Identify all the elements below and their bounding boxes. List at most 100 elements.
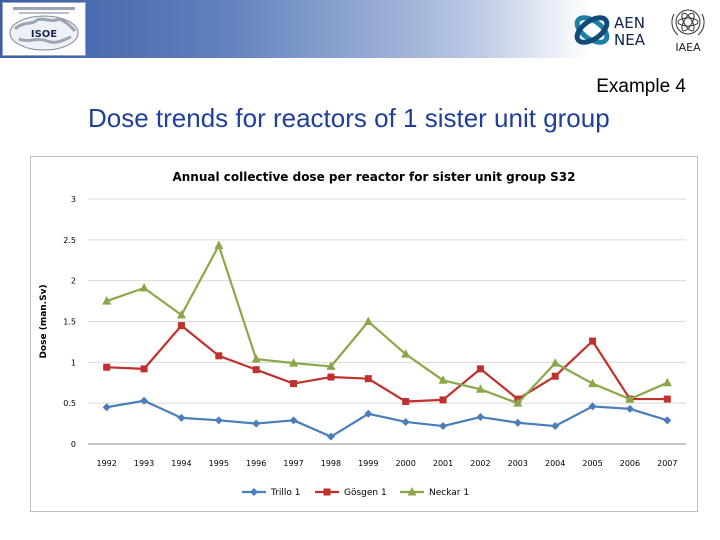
data-point (588, 378, 598, 388)
y-tick-label: 1.5 (63, 318, 76, 327)
data-point (177, 413, 186, 422)
nea-logo-line1: AEN (614, 14, 645, 32)
x-tick-label: 1998 (321, 459, 341, 468)
x-tick-label: 1996 (246, 459, 266, 468)
data-point (663, 395, 671, 403)
series-g-sgen-1 (103, 322, 671, 406)
legend-label: Trillo 1 (270, 488, 300, 498)
slide-subtitle: Example 4 (596, 76, 686, 97)
y-tick-label: 2 (71, 277, 76, 286)
header-band (0, 0, 720, 58)
chart-frame (30, 156, 698, 512)
y-tick-label: 0.5 (63, 399, 76, 408)
data-point (402, 398, 410, 406)
y-tick-label: 0 (71, 440, 76, 449)
series-neckar-1 (102, 240, 672, 407)
data-point (290, 380, 298, 388)
nea-logo: AEN NEA (572, 8, 656, 52)
series-line (106, 244, 668, 405)
data-point (103, 363, 111, 371)
data-point (323, 488, 331, 496)
data-point (476, 365, 484, 373)
x-tick-label: 2000 (396, 459, 416, 468)
data-point (475, 384, 485, 393)
x-tick-label: 1994 (171, 459, 191, 468)
y-tick-label: 1 (71, 358, 76, 367)
data-point (513, 398, 523, 407)
legend-entry: Gösgen 1 (315, 488, 387, 498)
x-tick-label: 1997 (283, 459, 303, 468)
data-point (551, 422, 560, 431)
data-point (177, 322, 185, 330)
data-point (327, 373, 335, 381)
data-point (439, 396, 447, 404)
data-point (215, 352, 223, 360)
data-point (326, 432, 335, 441)
x-tick-label: 2006 (620, 459, 640, 468)
data-point (289, 358, 299, 367)
nea-logo-line2: NEA (614, 31, 646, 49)
series-line (106, 399, 668, 438)
data-point (663, 416, 672, 425)
y-tick-label: 2.5 (63, 236, 76, 245)
iaea-emblem-icon (671, 9, 705, 36)
x-tick-label: 1992 (97, 459, 117, 468)
data-point (364, 375, 372, 383)
chart-title: Annual collective dose per reactor for s… (172, 170, 575, 184)
data-point (140, 365, 148, 373)
data-point (251, 354, 261, 363)
x-tick-label: 2005 (582, 459, 602, 468)
data-point (407, 487, 417, 496)
data-point (625, 394, 635, 403)
data-point (102, 403, 111, 412)
data-point (662, 377, 672, 387)
x-tick-label: 1999 (358, 459, 378, 468)
data-point (513, 418, 522, 427)
isoe-logo-text: ISOE (31, 29, 57, 40)
data-point (214, 240, 224, 250)
nea-emblem-icon (574, 15, 610, 45)
isoe-logo: ISOE (2, 2, 86, 56)
x-tick-label: 1993 (134, 459, 154, 468)
data-point (401, 417, 410, 426)
slide-title: Dose trends for reactors of 1 sister uni… (88, 103, 610, 133)
y-tick-label: 3 (71, 195, 76, 204)
legend-entry: Trillo 1 (242, 488, 300, 498)
data-point (551, 372, 559, 380)
data-point (625, 404, 634, 413)
data-point (326, 361, 336, 370)
data-point (363, 316, 373, 325)
x-tick-label: 2007 (657, 459, 677, 468)
data-point (588, 402, 597, 411)
isoe-globe-icon: ISOE (9, 7, 79, 51)
legend-entry: Neckar 1 (400, 487, 469, 498)
data-point (364, 409, 373, 418)
data-point (438, 375, 448, 384)
data-point (476, 413, 485, 422)
legend-label: Gösgen 1 (344, 488, 387, 498)
series-line (106, 324, 668, 403)
data-point (252, 366, 260, 374)
data-point (289, 416, 298, 425)
data-point (139, 283, 149, 292)
x-tick-label: 1995 (209, 459, 229, 468)
x-tick-label: 2003 (508, 459, 528, 468)
data-point (214, 416, 223, 425)
data-point (439, 422, 448, 431)
dose-trend-chart: Annual collective dose per reactor for s… (39, 170, 686, 498)
series-trillo-1 (102, 396, 672, 441)
iaea-logo: IAEA (660, 4, 716, 56)
x-tick-label: 2002 (470, 459, 490, 468)
data-point (589, 337, 597, 345)
data-point (176, 309, 186, 319)
data-point (252, 419, 261, 428)
x-tick-label: 2004 (545, 459, 565, 468)
y-axis-label: Dose (man.Sv) (39, 284, 49, 358)
data-point (140, 396, 149, 405)
legend-label: Neckar 1 (429, 488, 469, 498)
data-point (250, 488, 258, 496)
x-tick-label: 2001 (433, 459, 453, 468)
data-point (102, 296, 112, 305)
data-point (550, 358, 560, 367)
iaea-logo-text: IAEA (675, 41, 701, 54)
